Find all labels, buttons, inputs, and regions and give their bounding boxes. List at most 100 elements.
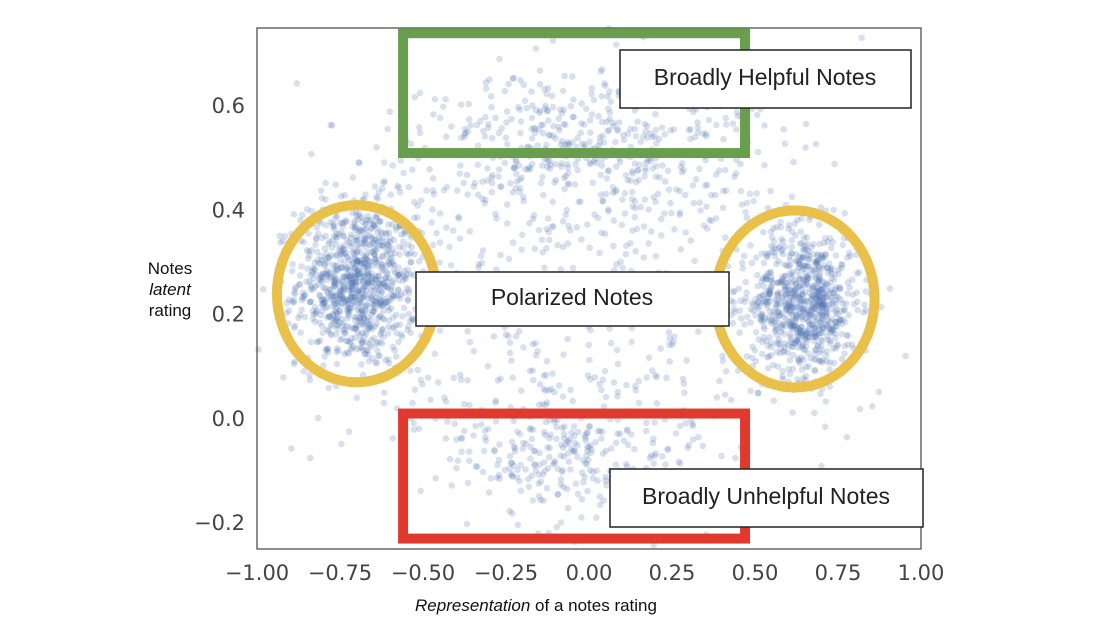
scatter-point bbox=[662, 461, 669, 468]
scatter-point bbox=[833, 319, 840, 326]
scatter-point bbox=[614, 393, 621, 400]
scatter-point bbox=[823, 302, 830, 309]
scatter-point bbox=[654, 190, 662, 198]
scatter-point bbox=[824, 333, 831, 340]
scatter-point bbox=[365, 357, 373, 365]
scatter-point bbox=[333, 252, 340, 260]
scatter-point bbox=[348, 276, 355, 283]
scatter-point bbox=[800, 300, 808, 308]
scatter-point bbox=[371, 236, 379, 243]
scatter-point bbox=[383, 248, 390, 255]
scatter-point bbox=[687, 237, 695, 244]
scatter-point bbox=[406, 317, 414, 325]
scatter-point bbox=[376, 352, 383, 359]
scatter-point bbox=[442, 435, 450, 442]
scatter-point bbox=[427, 396, 434, 404]
scatter-point bbox=[479, 247, 487, 254]
scatter-point bbox=[374, 283, 381, 291]
scatter-point bbox=[599, 428, 606, 436]
scatter-point bbox=[702, 130, 710, 138]
scatter-point bbox=[378, 185, 386, 192]
scatter-point bbox=[812, 317, 820, 325]
scatter-point bbox=[796, 310, 803, 318]
scatter-point bbox=[787, 300, 794, 307]
scatter-point bbox=[791, 340, 798, 347]
scatter-point bbox=[597, 191, 605, 198]
scatter-point bbox=[482, 79, 490, 86]
scatter-point bbox=[782, 300, 790, 308]
scatter-point bbox=[633, 225, 641, 233]
scatter-point bbox=[599, 376, 607, 384]
scatter-point bbox=[818, 312, 826, 320]
scatter-point bbox=[811, 324, 818, 332]
scatter-point bbox=[324, 345, 332, 352]
scatter-point bbox=[629, 168, 636, 175]
scatter-point bbox=[670, 126, 678, 133]
scatter-point bbox=[359, 293, 367, 301]
y-axis-label-line1: Notes bbox=[148, 259, 192, 278]
scatter-point bbox=[765, 314, 773, 321]
scatter-point bbox=[356, 259, 363, 267]
scatter-point bbox=[435, 379, 442, 386]
scatter-point bbox=[574, 428, 582, 436]
scatter-point bbox=[393, 329, 400, 337]
scatter-point bbox=[664, 167, 672, 175]
scatter-point bbox=[804, 256, 812, 263]
scatter-point bbox=[451, 420, 459, 428]
scatter-point bbox=[544, 158, 552, 166]
scatter-point bbox=[810, 305, 818, 313]
scatter-point bbox=[517, 118, 525, 125]
scatter-point bbox=[796, 272, 803, 280]
scatter-point bbox=[789, 302, 796, 310]
scatter-point bbox=[372, 246, 379, 254]
scatter-point bbox=[348, 334, 355, 342]
scatter-point bbox=[336, 336, 344, 344]
scatter-point bbox=[812, 260, 820, 268]
scatter-point bbox=[778, 279, 785, 287]
scatter-point bbox=[652, 110, 659, 118]
scatter-point bbox=[785, 286, 793, 294]
scatter-point bbox=[623, 242, 630, 249]
scatter-point bbox=[338, 264, 345, 271]
scatter-point bbox=[357, 295, 365, 302]
scatter-point bbox=[812, 282, 820, 289]
scatter-point bbox=[803, 262, 810, 270]
scatter-point bbox=[362, 301, 370, 309]
scatter-point bbox=[787, 318, 795, 326]
scatter-point bbox=[372, 240, 379, 247]
scatter-point bbox=[360, 259, 368, 267]
scatter-point bbox=[332, 181, 340, 188]
scatter-point bbox=[627, 125, 634, 133]
scatter-point bbox=[768, 243, 775, 250]
scatter-point bbox=[834, 310, 842, 318]
scatter-point bbox=[669, 338, 677, 346]
scatter-point bbox=[805, 334, 812, 341]
scatter-point bbox=[824, 264, 831, 272]
scatter-point bbox=[355, 289, 362, 296]
scatter-point bbox=[322, 250, 330, 257]
scatter-point bbox=[819, 301, 827, 308]
scatter-point bbox=[777, 328, 785, 336]
scatter-point bbox=[754, 148, 762, 156]
scatter-point bbox=[291, 285, 299, 293]
scatter-point bbox=[513, 170, 520, 178]
scatter-point bbox=[770, 225, 777, 232]
scatter-point bbox=[659, 162, 666, 169]
scatter-point bbox=[330, 222, 338, 230]
scatter-point bbox=[542, 105, 549, 112]
scatter-point bbox=[314, 414, 322, 422]
scatter-point bbox=[385, 356, 392, 363]
scatter-point bbox=[580, 121, 588, 128]
scatter-point bbox=[787, 333, 794, 341]
scatter-point bbox=[311, 303, 319, 311]
scatter-point bbox=[685, 126, 693, 134]
scatter-point bbox=[398, 331, 405, 338]
scatter-point bbox=[333, 234, 341, 242]
scatter-point bbox=[679, 375, 687, 383]
scatter-point bbox=[565, 458, 573, 466]
scatter-point bbox=[405, 323, 412, 330]
scatter-point bbox=[613, 261, 620, 268]
scatter-point bbox=[812, 305, 820, 313]
scatter-point bbox=[379, 252, 387, 260]
